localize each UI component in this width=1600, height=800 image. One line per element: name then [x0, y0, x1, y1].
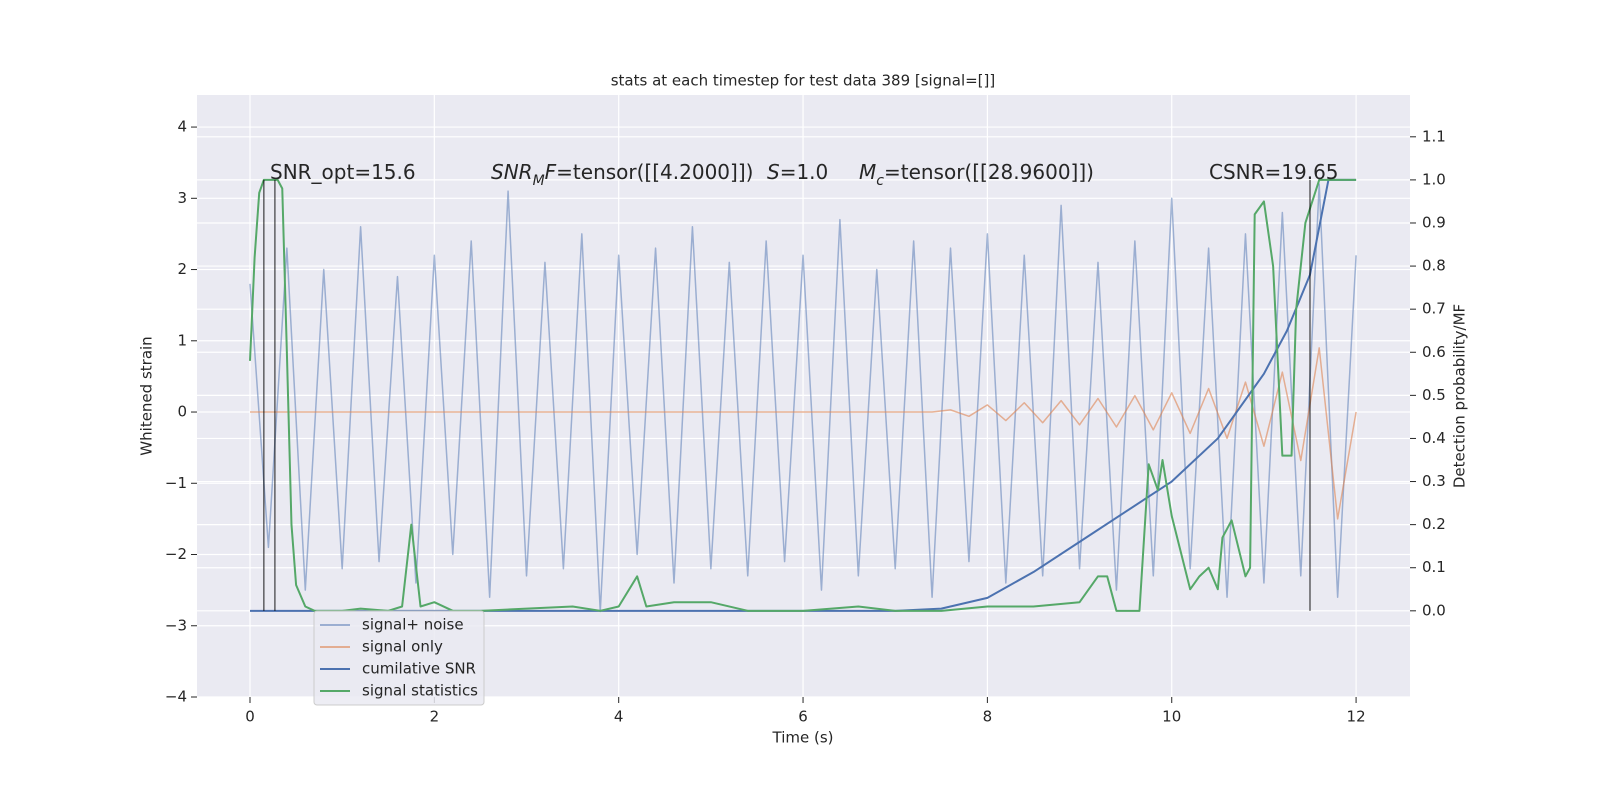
legend-label: signal+ noise [362, 616, 464, 634]
annotation: SNR_opt=15.6 [270, 160, 416, 184]
y-tick-label: −1 [165, 474, 187, 492]
y-tick-label: 1 [177, 331, 187, 349]
annotation: Mc=tensor([[28.9600]]) [859, 160, 1094, 190]
legend-label: cumilative SNR [362, 660, 476, 678]
x-axis-label: Time (s) [772, 729, 834, 747]
y2-tick-label: 0.0 [1422, 601, 1446, 619]
series-line [249, 183, 1357, 613]
annotation-part: =tensor([[28.9600]]) [884, 160, 1094, 184]
series-line [250, 178, 1357, 612]
y2-axis-label: Detection probability/MF [1451, 304, 1469, 488]
y2-tick-label: 1.0 [1422, 170, 1446, 188]
y2-tick-label: 1.1 [1422, 127, 1446, 145]
x-tick-label: 0 [245, 708, 255, 726]
series-line [249, 178, 1357, 612]
legend-box [313, 610, 485, 706]
y2-tick-label: 0.5 [1422, 386, 1446, 404]
y-tick-label: 2 [177, 260, 187, 278]
annotation-part: =tensor([[4.2000]]) [556, 160, 753, 184]
y-axis-label: Whitened strain [138, 336, 156, 455]
x-tick-label: 8 [983, 708, 993, 726]
y-tick-label: −3 [165, 616, 187, 634]
annotation: SNRMF=tensor([[4.2000]]) [491, 160, 753, 190]
series-line [250, 347, 1357, 520]
x-tick-label: 12 [1347, 708, 1366, 726]
y2-tick-label: 0.1 [1422, 558, 1446, 576]
y-tick-label: −2 [165, 545, 187, 563]
annotation: S=1.0 [767, 160, 828, 184]
annotation-part: S [767, 160, 780, 184]
annotation-part: SNR [491, 160, 533, 184]
annotation-part: CSNR=19.65 [1209, 160, 1339, 184]
y2-tick-label: 0.4 [1422, 429, 1446, 447]
y2-tick-label: 0.6 [1422, 343, 1446, 361]
annotation: CSNR=19.65 [1209, 160, 1339, 184]
y2-tick-label: 0.8 [1422, 257, 1446, 275]
legend-label: signal only [362, 638, 443, 656]
y-tick-label: 0 [177, 403, 187, 421]
x-tick-label: 6 [798, 708, 808, 726]
chart-title: stats at each timestep for test data 389… [611, 72, 996, 90]
y-tick-label: −4 [165, 688, 187, 706]
y2-tick-label: 0.3 [1422, 472, 1446, 490]
y2-tick-label: 0.7 [1422, 300, 1446, 318]
x-tick-label: 2 [430, 708, 440, 726]
annotation-part: SNR_opt=15.6 [270, 160, 416, 184]
y2-tick-label: 0.2 [1422, 515, 1446, 533]
annotation-part: M [859, 160, 876, 184]
y-tick-label: 3 [177, 189, 187, 207]
annotation-part: c [876, 173, 884, 189]
annotation-part: =1.0 [780, 160, 829, 184]
annotation-part: F [545, 160, 557, 184]
annotation-part: M [533, 173, 545, 189]
y2-tick-label: 0.9 [1422, 213, 1446, 231]
x-tick-label: 10 [1162, 708, 1181, 726]
y-tick-label: 4 [177, 118, 187, 136]
legend-label: signal statistics [362, 682, 478, 700]
x-tick-label: 4 [614, 708, 624, 726]
